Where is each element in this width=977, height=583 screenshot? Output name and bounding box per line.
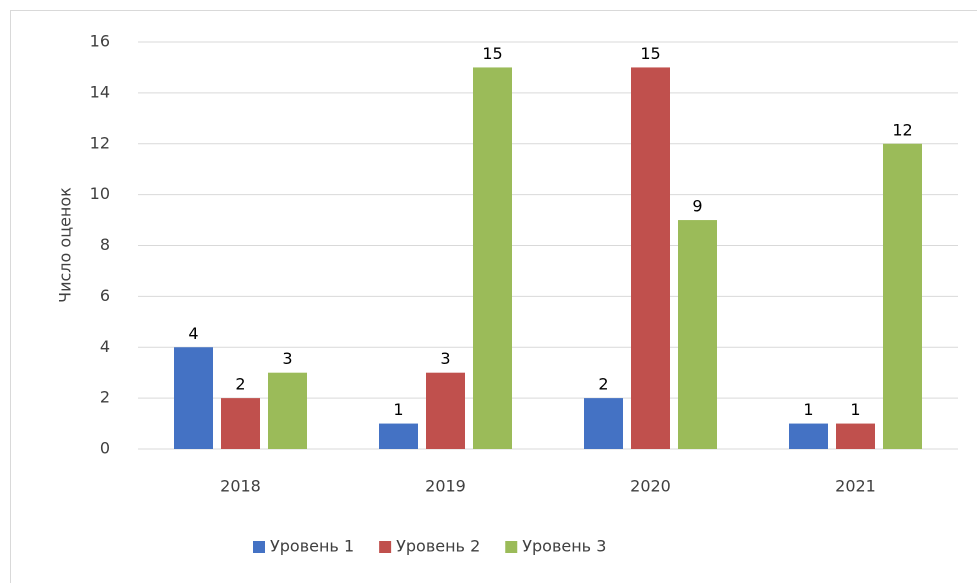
data-label: 12 [892,120,912,139]
data-label: 2 [598,375,608,394]
bar [268,372,307,449]
bar [174,347,213,449]
legend-swatch [379,541,392,553]
y-tick-label: 8 [100,235,110,254]
data-label: 4 [188,324,198,343]
bar [789,423,828,449]
bar [221,398,260,449]
y-tick-label: 2 [100,388,110,407]
legend-swatch [253,541,265,553]
y-tick-label: 4 [100,337,110,356]
data-label: 9 [692,197,702,216]
bar [678,220,717,449]
x-tick-label: 2019 [425,477,466,496]
x-tick-label: 2018 [220,477,261,496]
data-label: 3 [440,349,450,368]
legend-label: Уровень 2 [396,537,480,556]
x-tick-label: 2021 [835,477,876,496]
bar [836,423,875,449]
legend-label: Уровень 3 [522,537,606,556]
bar [631,67,670,449]
bar [379,423,418,449]
bar [883,143,922,449]
y-tick-label: 0 [100,439,110,458]
data-label: 1 [393,400,403,419]
data-label: 3 [282,349,292,368]
y-tick-label: 6 [100,286,110,305]
x-tick-label: 2020 [630,477,671,496]
data-label: 15 [482,44,502,63]
bar [426,372,465,449]
y-axis-label: Число оценок [56,187,75,303]
y-tick-label: 12 [90,133,110,152]
y-tick-label: 14 [90,82,110,101]
bar [473,67,512,449]
y-tick-label: 16 [90,32,110,51]
bar [584,398,623,449]
legend-label: Уровень 1 [270,537,354,556]
data-label: 1 [850,400,860,419]
legend-swatch [505,541,518,553]
data-label: 1 [803,400,813,419]
y-tick-label: 10 [90,184,110,203]
data-label: 2 [235,375,245,394]
data-label: 15 [640,44,660,63]
